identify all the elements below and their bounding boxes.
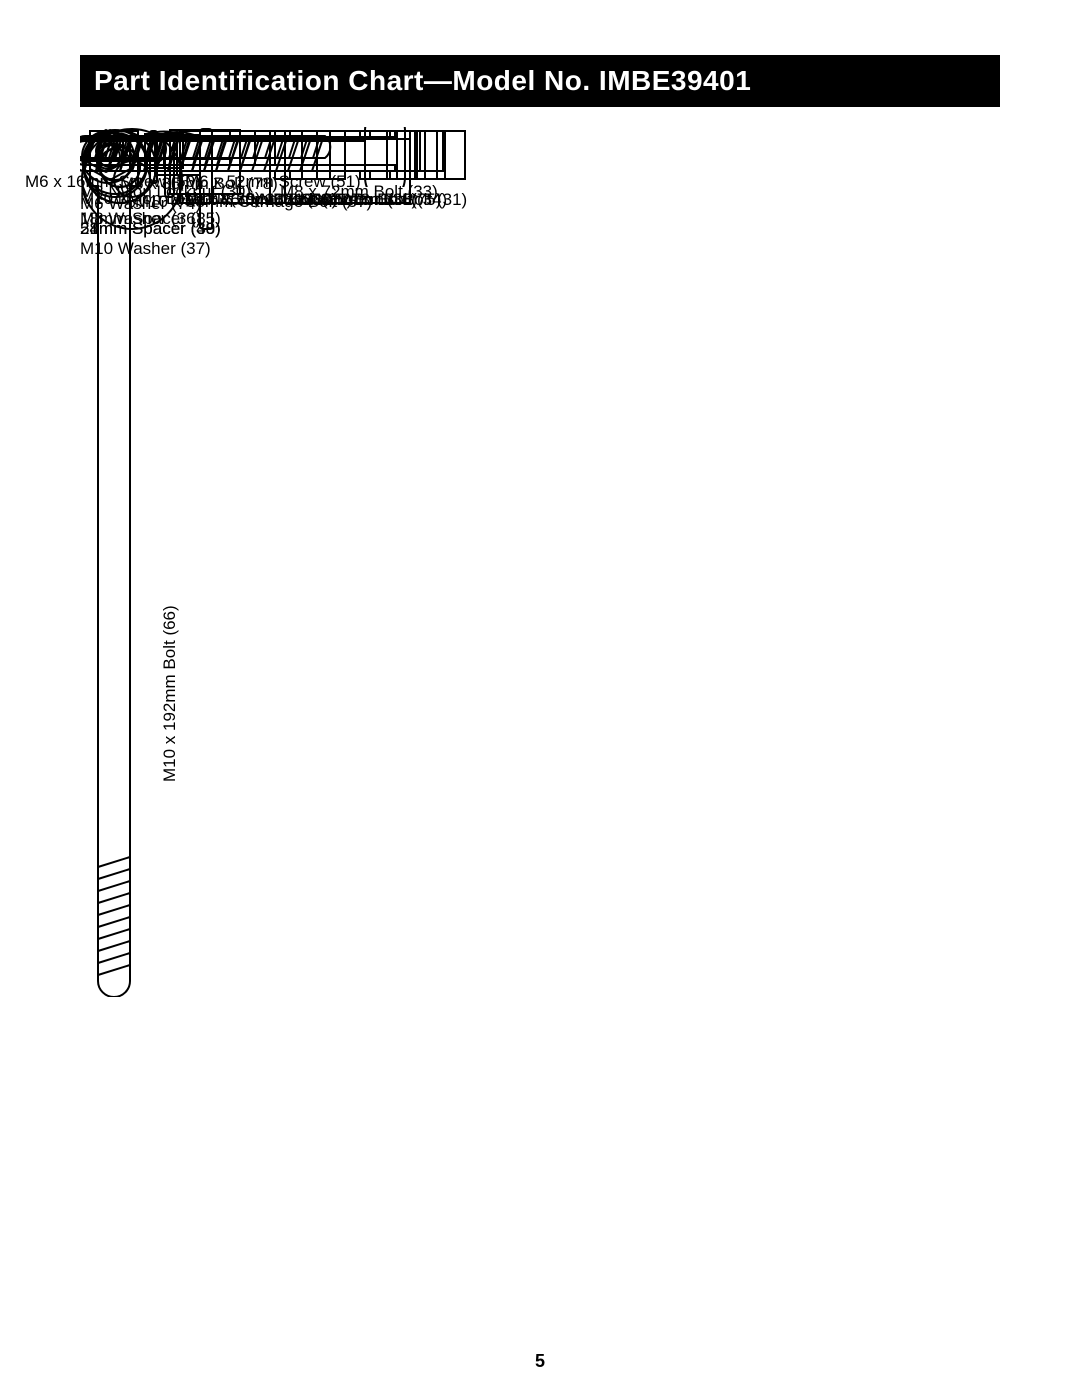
chart-area: 51mm Spacer (39) 28mm Spacer (40) 24mm S… — [80, 127, 1000, 1297]
label-bolt-m10-192: M10 x 192mm Bolt (66) — [160, 605, 180, 782]
label-bolt-m10-78: M10 x 78mm Bolt (31) — [300, 190, 467, 210]
page-title: Part Identification Chart—Model No. IMBE… — [80, 55, 1000, 107]
page-number: 5 — [535, 1351, 545, 1372]
part-bolt-m10-192: M10 x 192mm Bolt (66) — [80, 127, 150, 997]
